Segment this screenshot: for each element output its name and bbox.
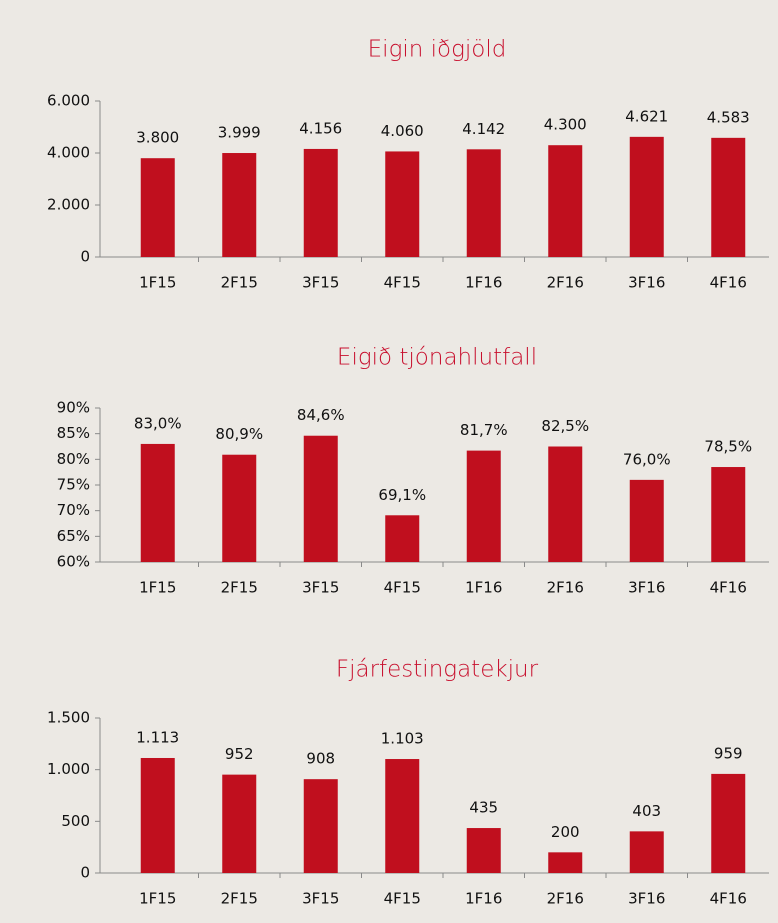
- value-label: 4.621: [625, 107, 668, 125]
- value-label: 80,9%: [215, 425, 263, 443]
- bar: [629, 136, 664, 257]
- bar: [711, 467, 746, 562]
- x-tick-label: 1F16: [465, 890, 502, 908]
- value-label: 403: [632, 802, 661, 820]
- value-label: 83,0%: [134, 414, 182, 432]
- value-label: 435: [469, 799, 498, 817]
- y-tick-label: 80%: [57, 450, 90, 468]
- y-tick-label: 70%: [57, 501, 90, 519]
- y-tick-label: 85%: [57, 424, 90, 442]
- value-label: 1.103: [381, 730, 424, 748]
- bar: [303, 779, 338, 873]
- value-label: 959: [714, 744, 743, 762]
- value-label: 76,0%: [623, 450, 671, 468]
- y-tick-label: 2.000: [47, 196, 90, 214]
- y-tick-label: 1.000: [47, 760, 90, 778]
- x-tick-label: 2F16: [547, 579, 584, 597]
- y-tick-label: 65%: [57, 527, 90, 545]
- value-label: 84,6%: [297, 406, 345, 424]
- chart-title: Fjárfestingatekjur: [336, 657, 539, 683]
- bar: [222, 454, 257, 562]
- x-tick-label: 4F16: [710, 579, 747, 597]
- value-label: 4.060: [381, 122, 424, 140]
- y-tick-label: 4.000: [47, 144, 90, 162]
- bar: [222, 774, 257, 873]
- value-label: 81,7%: [460, 421, 508, 439]
- bar: [466, 828, 501, 873]
- x-tick-label: 2F15: [221, 579, 258, 597]
- x-tick-label: 1F16: [465, 579, 502, 597]
- x-tick-label: 1F16: [465, 274, 502, 292]
- value-label: 3.999: [218, 124, 261, 142]
- x-tick-label: 1F15: [139, 579, 176, 597]
- bar: [303, 435, 338, 562]
- value-label: 4.142: [462, 120, 505, 138]
- x-tick-label: 3F16: [628, 274, 665, 292]
- y-tick-label: 1.500: [47, 709, 90, 727]
- bar: [303, 148, 338, 257]
- bar: [711, 137, 746, 257]
- y-tick-label: 75%: [57, 476, 90, 494]
- bar: [548, 145, 583, 257]
- bar: [140, 443, 175, 562]
- bar: [385, 759, 420, 873]
- x-tick-label: 2F16: [547, 890, 584, 908]
- x-tick-label: 4F15: [384, 579, 421, 597]
- value-label: 908: [306, 750, 335, 768]
- x-tick-label: 2F15: [221, 890, 258, 908]
- y-tick-label: 6.000: [47, 92, 90, 110]
- value-label: 4.583: [707, 108, 750, 126]
- bar: [140, 158, 175, 257]
- x-tick-label: 4F16: [710, 274, 747, 292]
- x-tick-label: 2F15: [221, 274, 258, 292]
- bar: [385, 515, 420, 562]
- chart-title: Eigið tjónahlutfall: [337, 345, 537, 371]
- value-label: 82,5%: [541, 417, 589, 435]
- value-label: 200: [551, 823, 580, 841]
- value-label: 78,5%: [704, 438, 752, 456]
- bar: [222, 153, 257, 257]
- x-tick-label: 3F16: [628, 890, 665, 908]
- bar: [629, 479, 664, 562]
- chart-title: Eigin iðgjöld: [368, 37, 507, 63]
- bar: [385, 151, 420, 257]
- y-tick-label: 60%: [57, 553, 90, 571]
- x-tick-label: 1F15: [139, 890, 176, 908]
- value-label: 3.800: [136, 129, 179, 147]
- bar: [629, 831, 664, 873]
- value-label: 4.156: [299, 119, 342, 137]
- bar: [548, 446, 583, 562]
- bar: [548, 852, 583, 873]
- value-label: 69,1%: [378, 486, 426, 504]
- y-tick-label: 0: [80, 864, 90, 882]
- x-tick-label: 4F15: [384, 274, 421, 292]
- y-tick-label: 0: [80, 248, 90, 266]
- x-tick-label: 4F16: [710, 890, 747, 908]
- y-tick-label: 500: [61, 812, 90, 830]
- value-label: 952: [225, 745, 254, 763]
- bar: [140, 757, 175, 873]
- x-tick-label: 4F15: [384, 890, 421, 908]
- y-tick-label: 90%: [57, 399, 90, 417]
- value-label: 4.300: [544, 116, 587, 134]
- x-tick-label: 1F15: [139, 274, 176, 292]
- value-label: 1.113: [136, 728, 179, 746]
- x-tick-label: 3F15: [302, 274, 339, 292]
- bar: [466, 450, 501, 562]
- bar: [711, 773, 746, 873]
- x-tick-label: 3F16: [628, 579, 665, 597]
- x-tick-label: 3F15: [302, 890, 339, 908]
- x-tick-label: 3F15: [302, 579, 339, 597]
- x-tick-label: 2F16: [547, 274, 584, 292]
- bar: [466, 149, 501, 257]
